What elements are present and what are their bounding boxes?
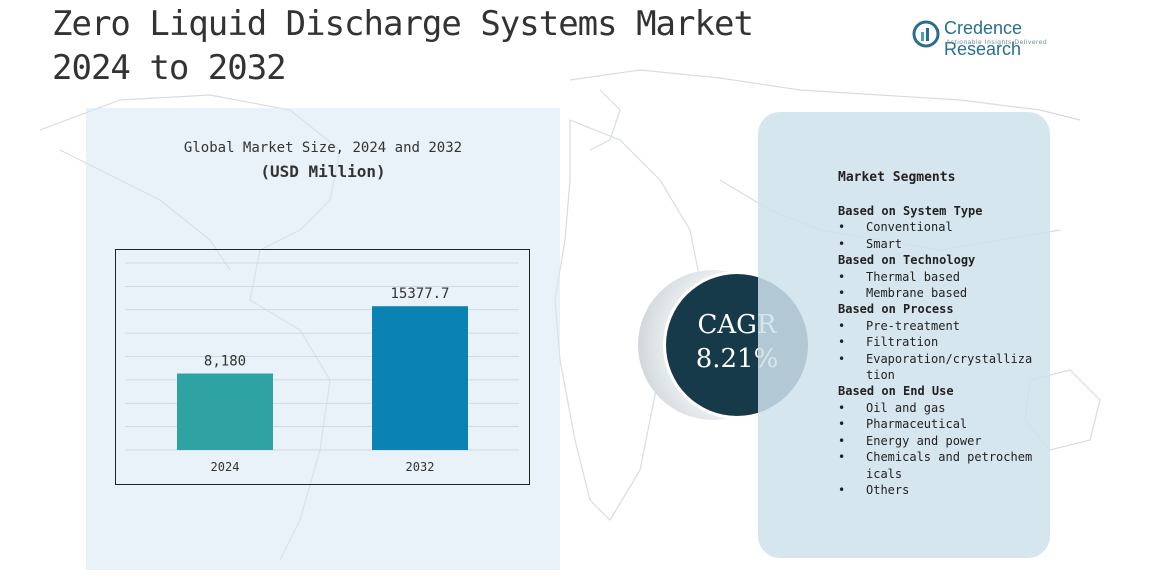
data-label-2032: 15377.7 (390, 286, 449, 302)
segment-group-system-type: Based on System Type Conventional Smart (838, 203, 1048, 253)
market-segments: Market Segments Based on System Type Con… (838, 170, 1048, 499)
data-label-2024: 8,180 (204, 354, 246, 370)
segment-group-end-use: Based on End Use Oil and gas Pharmaceuti… (838, 383, 1048, 498)
segment-item: Pre-treatment (838, 318, 1048, 335)
segment-heading: Based on End Use (838, 384, 954, 399)
chart-frame (115, 249, 530, 485)
segment-item: Smart (838, 236, 1048, 253)
chart-heading: Global Market Size, 2024 and 2032 (183, 140, 463, 156)
segments-title: Market Segments (838, 170, 956, 185)
segment-heading: Based on Technology (838, 253, 976, 268)
segment-group-technology: Based on Technology Thermal based Membra… (838, 252, 1048, 302)
market-size-panel (86, 108, 560, 570)
brand-tagline: Actionable Insights Delivered (946, 39, 1048, 46)
segment-item: Thermal based (838, 269, 1048, 286)
chart-unit-label: (USD Million) (260, 162, 386, 181)
segment-item: Conventional (838, 219, 1048, 236)
segment-item: Pharmaceutical (838, 416, 1048, 433)
brand-mark-icon (912, 20, 940, 48)
page-title: Zero Liquid Discharge Systems Market 202… (52, 4, 754, 88)
brand-logo: Credence Research Actionable Insights De… (912, 18, 1092, 59)
segment-item: Energy and power (838, 433, 1048, 450)
segment-group-process: Based on Process Pre-treatment Filtratio… (838, 301, 1048, 383)
brand-name: Credence Research (944, 18, 1023, 59)
x-tick-label-2024: 2024 (211, 460, 240, 474)
x-tick-label-2032: 2032 (406, 460, 435, 474)
segment-item: Filtration (838, 334, 1048, 351)
segment-item: Others (838, 482, 1048, 499)
market-size-bar-chart: 8,180 2024 15377.7 2032 (115, 249, 530, 485)
segment-item: Evaporation/crystallization (838, 351, 1036, 384)
segment-heading: Based on System Type (838, 204, 983, 218)
bar-2032 (372, 306, 468, 450)
bar-2024 (177, 373, 273, 450)
segment-item: Oil and gas (838, 400, 1048, 417)
segment-item: Chemicals and petrochemicals (838, 449, 1036, 482)
segment-heading: Based on Process (838, 302, 954, 317)
segment-item: Membrane based (838, 285, 1048, 302)
